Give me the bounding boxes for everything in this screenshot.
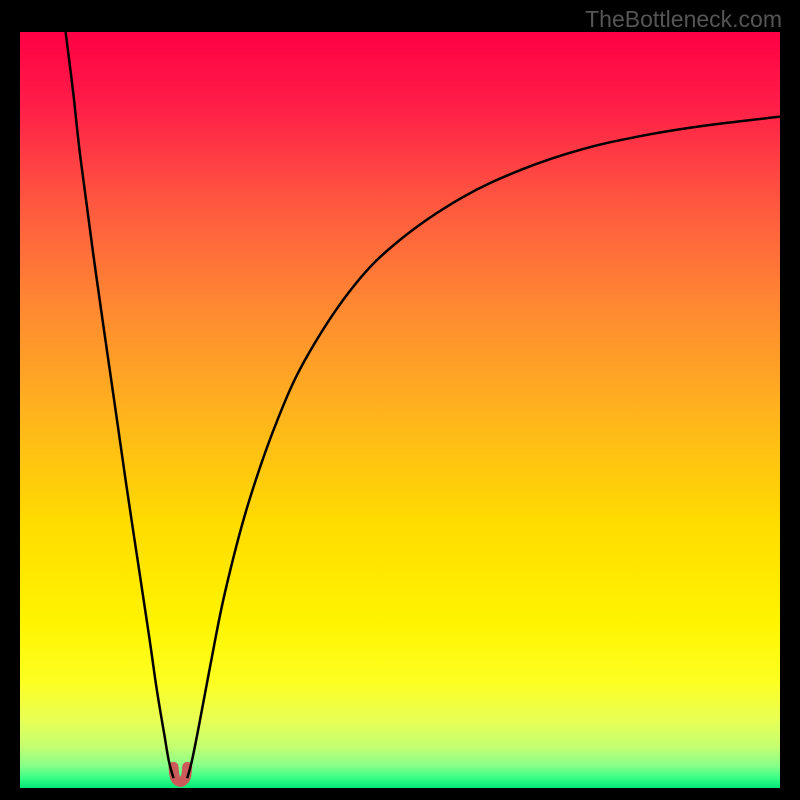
bottleneck-curve-chart [0, 0, 800, 800]
chart-container: TheBottleneck.com [0, 0, 800, 800]
chart-gradient-background [20, 32, 780, 788]
watermark-text: TheBottleneck.com [585, 6, 782, 33]
